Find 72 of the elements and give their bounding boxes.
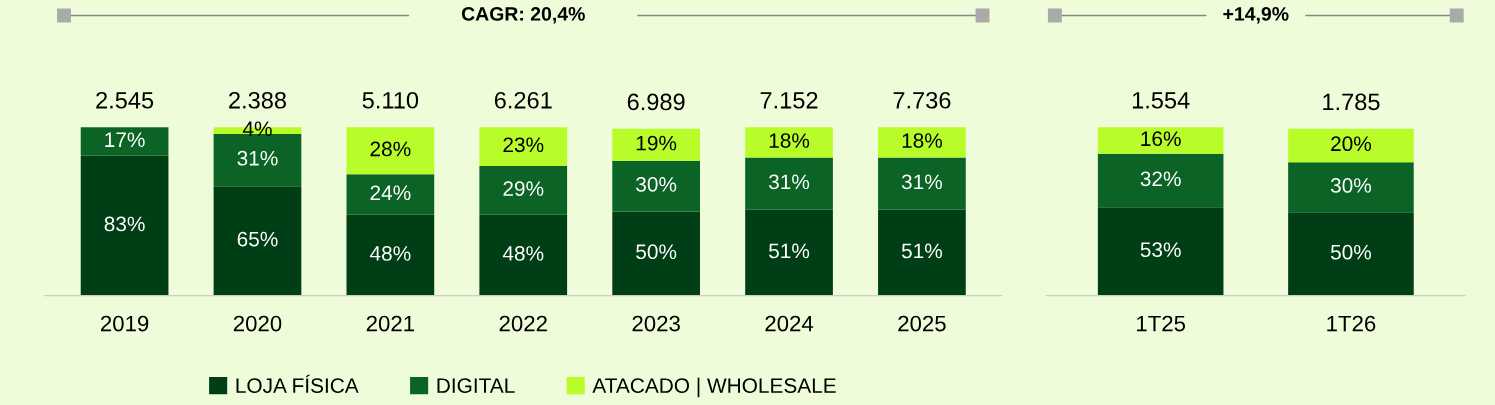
x-tick-label: 2021 [366, 315, 414, 332]
data-label: 65% [237, 231, 278, 247]
bar [745, 127, 833, 158]
bar [1097, 207, 1224, 296]
data-label: 30% [636, 176, 677, 192]
data-label: 32% [1140, 171, 1181, 187]
bar [878, 157, 966, 210]
data-label: 31% [901, 174, 943, 190]
x-tick-label: 2022 [499, 315, 547, 332]
text: CAGR: 20,4% [461, 7, 585, 24]
bar [1288, 162, 1414, 213]
annotation: 7.152 [760, 91, 818, 109]
bar [612, 211, 700, 296]
text: +14,9% [1223, 7, 1289, 24]
x-tick-label: 2024 [765, 315, 814, 332]
bar [612, 128, 700, 161]
legend-label: ATACADO | WHOLESALE [592, 377, 836, 398]
bar [80, 155, 169, 296]
data-label: 30% [1330, 178, 1372, 193]
x-tick-label: 1T26 [1327, 315, 1376, 332]
data-label: 31% [237, 150, 278, 166]
data-label: 23% [503, 137, 544, 153]
annotation: 7.736 [893, 91, 951, 109]
annotation: 5.110 [362, 91, 419, 109]
data-label: 24% [370, 185, 411, 201]
x-tick-label: 1T25 [1137, 315, 1186, 332]
annotation: 6.989 [627, 93, 685, 111]
x-tick-label: 2025 [898, 315, 946, 332]
bar [1097, 127, 1224, 154]
data-label: 51% [769, 243, 810, 259]
data-label: 20% [1331, 136, 1372, 152]
data-label: 19% [636, 135, 677, 151]
annotation: 2.545 [96, 91, 154, 109]
x-tick-label: 2023 [632, 315, 680, 332]
bar [346, 214, 435, 296]
legend-label: DIGITAL [437, 378, 515, 393]
bar [346, 174, 435, 215]
data-label: 18% [902, 133, 943, 148]
bar [80, 127, 169, 156]
data-label: 53% [1140, 242, 1181, 258]
bar [479, 165, 568, 215]
data-label: 31% [768, 174, 810, 190]
annotation: 1.554 [1132, 92, 1190, 109]
data-label: 48% [502, 246, 544, 261]
data-label: 17% [105, 132, 145, 147]
bar [346, 127, 435, 175]
data-label: 50% [1330, 244, 1372, 260]
bar [479, 127, 568, 166]
bar [479, 214, 568, 296]
bar [878, 127, 966, 158]
data-label: 28% [370, 141, 411, 157]
data-label: 18% [769, 133, 810, 148]
bar [1097, 153, 1224, 208]
data-label: 51% [901, 243, 943, 259]
data-label: 16% [1141, 131, 1181, 147]
legend-label: LOJA FÍSICA [236, 374, 359, 393]
annotation: 2.388 [229, 91, 286, 109]
bar [612, 160, 700, 212]
bar [1288, 212, 1414, 296]
x-tick-label: 2020 [233, 315, 282, 332]
data-label: 48% [369, 246, 411, 261]
bar [213, 186, 302, 296]
data-label: 50% [636, 244, 677, 260]
bar [878, 209, 966, 296]
x-tick-label: 2019 [100, 315, 149, 332]
bar [745, 209, 833, 296]
bar [745, 157, 833, 210]
data-label: 83% [104, 216, 145, 232]
data-label: 29% [503, 181, 544, 196]
annotation: 1.785 [1323, 93, 1380, 111]
bar [1288, 128, 1414, 163]
annotation: 6.261 [494, 91, 552, 109]
